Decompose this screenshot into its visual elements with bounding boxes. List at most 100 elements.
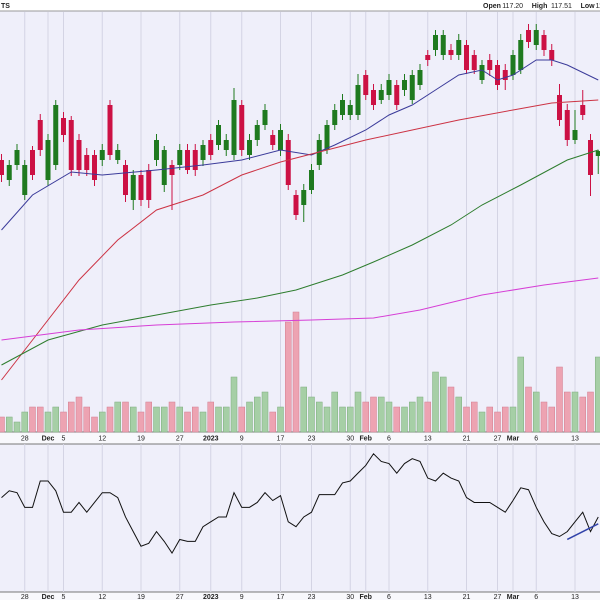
candle-body (192, 150, 198, 170)
candle-body (347, 105, 353, 115)
volume-bar (424, 401, 431, 433)
volume-bar (52, 406, 59, 433)
candle-body (185, 150, 190, 170)
chart-title: TS (1, 3, 10, 10)
volume-bar (455, 396, 462, 433)
candle-body (440, 35, 446, 55)
volume-bar (378, 396, 385, 433)
candle-body (456, 40, 462, 55)
x-tick-label: 2023 (203, 594, 219, 600)
candle-body (161, 150, 167, 185)
volume-bar (68, 401, 75, 433)
volume-bar (192, 406, 199, 433)
candle-body (278, 130, 283, 150)
volume-bar (91, 416, 98, 433)
info-label: Open (483, 3, 501, 10)
moving-average-line (1, 149, 599, 366)
volume-bar (184, 411, 191, 433)
candle-body (45, 140, 51, 180)
candle-body (6, 165, 12, 180)
volume-bar (176, 406, 183, 433)
volume-bar (308, 396, 315, 433)
volume-bar (130, 406, 137, 433)
info-label: High (532, 3, 548, 10)
candle-body (340, 100, 345, 115)
candle-body (99, 150, 105, 160)
candle-body (293, 195, 299, 215)
indicator-panel (0, 444, 600, 592)
candle-body (130, 175, 136, 200)
candle-body (262, 110, 268, 125)
candle-body (53, 105, 59, 165)
candle-body (502, 70, 508, 80)
candle-body (409, 75, 415, 100)
volume-bar (533, 391, 540, 433)
x-tick-label: 19 (137, 594, 145, 600)
candle-body (223, 140, 229, 150)
candle-body (572, 130, 578, 140)
volume-bar (292, 311, 300, 433)
candle-body (332, 110, 338, 125)
candle-body (247, 140, 252, 155)
candle-body (557, 95, 562, 120)
x-tick-label: 17 (277, 594, 285, 600)
x-tick-label: 28 (21, 594, 29, 600)
candle-body (549, 50, 555, 60)
volume-bar (207, 401, 214, 433)
candle-body (301, 190, 307, 205)
volume-bar (416, 396, 424, 433)
candle-body (107, 105, 113, 155)
x-tick-label: 12 (98, 594, 106, 600)
volume-bar (339, 406, 346, 433)
x-tick-label: 30 (346, 594, 354, 600)
x-tick-label: 5 (62, 435, 66, 442)
volume-bar (145, 401, 152, 433)
volume-bar (447, 386, 455, 433)
volume-bar (44, 411, 52, 433)
volume-bar (21, 411, 28, 433)
candle-body (37, 120, 43, 150)
x-tick-label: Mar (507, 435, 520, 442)
volume-bar (571, 391, 579, 433)
candle-body (14, 150, 20, 165)
bottom-date-strip (0, 592, 600, 600)
candle-body (448, 50, 454, 55)
candle-body (22, 165, 28, 195)
candle-body (386, 80, 392, 95)
volume-bar (478, 411, 486, 433)
x-tick-label: 19 (137, 435, 145, 442)
trend-line (566, 523, 599, 541)
volume-bar (401, 406, 408, 433)
candle-body (355, 85, 361, 115)
volume-bar (168, 401, 176, 433)
candle-body (526, 30, 531, 42)
x-tick-label: 9 (240, 594, 244, 600)
volume-bar (509, 406, 517, 433)
volume-bar (6, 416, 13, 433)
x-tick-label: 21 (463, 594, 471, 600)
volume-bar (494, 411, 501, 433)
x-tick-label: 13 (424, 435, 432, 442)
volume-bar (316, 401, 323, 433)
volume-bar (548, 406, 555, 433)
candle-body (425, 55, 431, 60)
x-tick-label: 30 (346, 435, 354, 442)
indicator-line (1, 452, 599, 555)
x-tick-label: 27 (494, 594, 502, 600)
x-tick-label: 5 (62, 594, 66, 600)
volume-bar (579, 396, 586, 433)
volume-bar (347, 406, 354, 433)
x-tick-label: 23 (308, 435, 316, 442)
candle-body (208, 140, 214, 155)
volume-bar (238, 406, 245, 433)
candle-body (378, 90, 384, 100)
candle-body (216, 125, 221, 145)
candle-body (363, 75, 369, 95)
volume-bar (432, 371, 439, 433)
header-bar (0, 0, 600, 11)
info-label: Low (581, 3, 596, 10)
volume-bar (354, 391, 362, 433)
volume-bar (60, 411, 67, 433)
